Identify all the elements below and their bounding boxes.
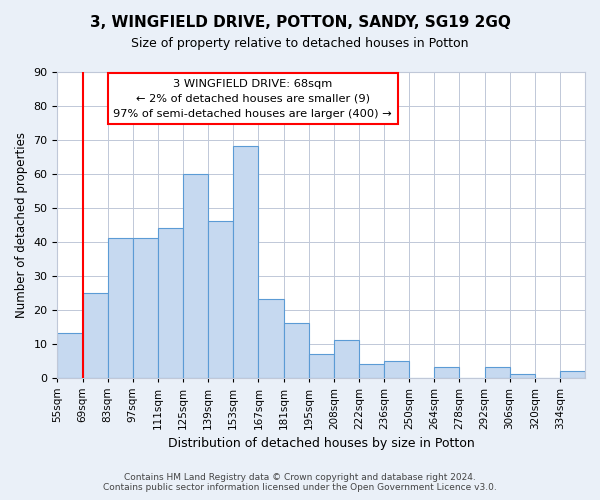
Text: Contains HM Land Registry data © Crown copyright and database right 2024.
Contai: Contains HM Land Registry data © Crown c… [103,473,497,492]
Bar [133,238,158,378]
Bar [259,300,284,378]
Bar [308,354,334,378]
Bar [233,146,259,378]
Text: 3, WINGFIELD DRIVE, POTTON, SANDY, SG19 2GQ: 3, WINGFIELD DRIVE, POTTON, SANDY, SG19 … [89,15,511,30]
Bar [434,368,460,378]
Text: Size of property relative to detached houses in Potton: Size of property relative to detached ho… [131,38,469,51]
Bar [509,374,535,378]
Text: 3 WINGFIELD DRIVE: 68sqm
← 2% of detached houses are smaller (9)
97% of semi-det: 3 WINGFIELD DRIVE: 68sqm ← 2% of detache… [113,79,392,119]
Bar [560,370,585,378]
Bar [485,368,509,378]
Y-axis label: Number of detached properties: Number of detached properties [15,132,28,318]
Bar [208,221,233,378]
Bar [58,334,83,378]
Bar [158,228,183,378]
X-axis label: Distribution of detached houses by size in Potton: Distribution of detached houses by size … [168,437,475,450]
Bar [334,340,359,378]
Bar [284,323,308,378]
Bar [107,238,133,378]
Bar [183,174,208,378]
Bar [83,292,107,378]
Bar [359,364,384,378]
Bar [384,360,409,378]
